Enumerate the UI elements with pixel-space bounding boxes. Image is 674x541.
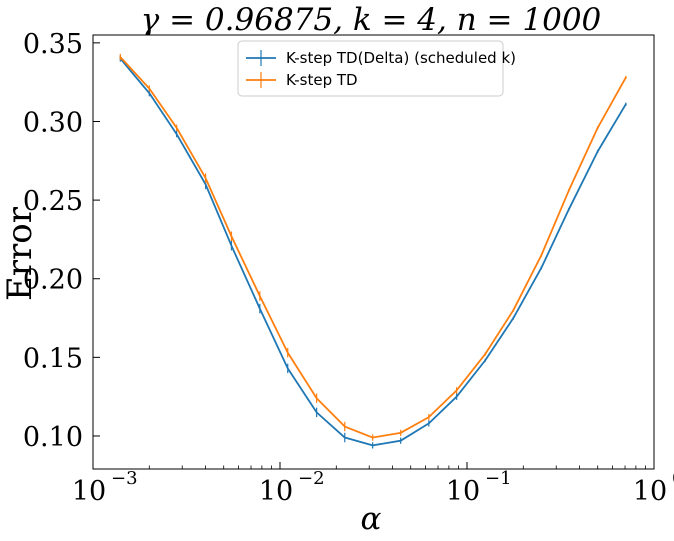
- legend: K-step TD(Delta) (scheduled k) K-step TD: [237, 40, 516, 97]
- chart-title: γ = 0.96875, k = 4, n = 1000: [141, 2, 602, 38]
- x-tick-label: 10: [446, 476, 480, 507]
- legend-entry-label: K-step TD: [286, 71, 358, 89]
- x-tick-exponent: −3: [111, 468, 138, 489]
- x-tick-label: 10: [72, 476, 106, 507]
- legend-entry-label: K-step TD(Delta) (scheduled k): [286, 49, 516, 67]
- y-tick-label: 0.35: [23, 29, 83, 60]
- x-tick-exponent: −1: [485, 468, 512, 489]
- x-axis-label: α: [361, 501, 382, 537]
- y-tick-label: 0.30: [23, 107, 83, 138]
- plot-frame: [92, 34, 655, 470]
- y-tick-label: 0.25: [23, 186, 83, 217]
- y-tick-label: 0.15: [23, 343, 83, 374]
- x-tick-label: 10: [633, 476, 667, 507]
- plot-area: 10−310−210−11000.100.150.200.250.300.35: [23, 29, 674, 507]
- y-axis-label: Error: [0, 206, 40, 301]
- x-tick-exponent: −2: [298, 468, 325, 489]
- x-tick-label: 10: [259, 476, 293, 507]
- legend-box: [237, 40, 504, 97]
- x-tick-exponent: 0: [672, 468, 674, 489]
- y-tick-label: 0.10: [23, 422, 83, 453]
- y-tick-label: 0.20: [23, 265, 83, 296]
